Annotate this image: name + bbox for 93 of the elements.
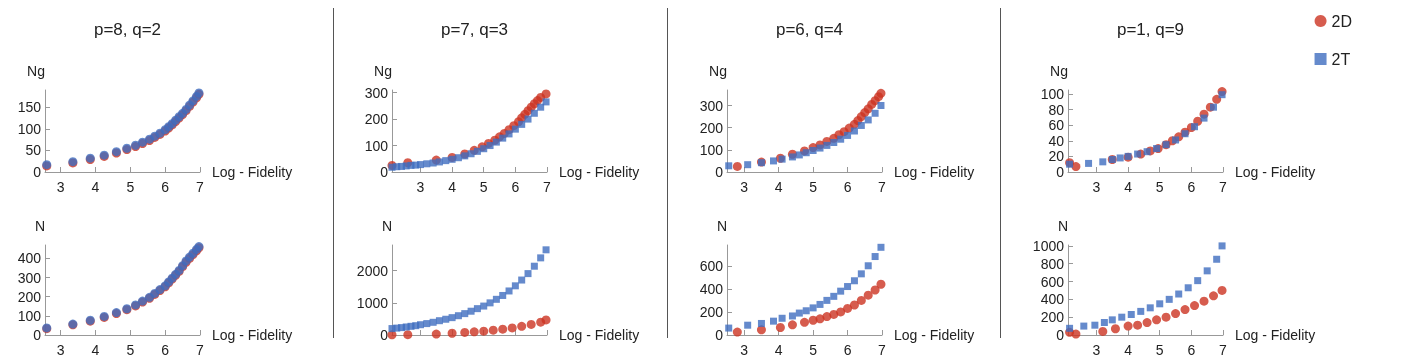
y-tick-label: 100 (17, 307, 42, 324)
y-tick-label: 0 (1056, 164, 1065, 180)
y-tick-label: 200 (364, 111, 389, 128)
y-tick-label: 100 (364, 137, 389, 154)
y-tick-label: 1000 (1032, 237, 1065, 254)
x-tick-label: 6 (1187, 342, 1196, 358)
x-axis-title: Log - Fidelity (894, 327, 975, 343)
x-tick-label: 4 (774, 179, 783, 195)
x-tick-label: 5 (126, 342, 135, 358)
x-axis-title: Log - Fidelity (1235, 164, 1316, 180)
x-tick-label: 4 (774, 342, 783, 358)
chart-title: p=1, q=9 (1116, 20, 1185, 39)
y-tick-label: 400 (17, 250, 42, 267)
x-tick-label: 7 (878, 179, 887, 195)
y-axis-title: Ng (709, 63, 727, 79)
y-tick-label: 80 (1048, 101, 1065, 118)
x-tick-label: 5 (1155, 179, 1164, 195)
y-tick-label: 100 (17, 120, 42, 137)
y-tick-label: 150 (17, 99, 42, 116)
x-tick-label: 7 (878, 342, 887, 358)
y-tick-label: 300 (17, 269, 42, 286)
x-tick-label: 5 (809, 342, 818, 358)
x-axis-title: Log - Fidelity (559, 327, 640, 343)
y-axis-title: N (34, 218, 45, 234)
legend-label: 2D (1331, 12, 1352, 30)
x-tick-label: 3 (56, 342, 65, 358)
y-tick-label: 40 (1048, 132, 1065, 149)
y-tick-label: 200 (17, 288, 42, 305)
y-tick-label: 0 (1056, 327, 1065, 343)
x-tick-label: 6 (161, 179, 170, 195)
y-tick-label: 2000 (356, 262, 389, 279)
x-axis-title: Log - Fidelity (212, 327, 293, 343)
y-tick-label: 600 (699, 257, 724, 274)
x-tick-label: 5 (126, 179, 135, 195)
y-tick-label: 1000 (356, 294, 389, 311)
y-tick-label: 0 (33, 327, 42, 343)
x-tick-label: 7 (196, 179, 205, 195)
y-tick-label: 100 (699, 141, 724, 158)
x-tick-label: 3 (740, 179, 749, 195)
chart-title: p=7, q=3 (440, 20, 509, 39)
x-tick-label: 7 (543, 179, 552, 195)
y-axis-title: N (716, 218, 727, 234)
x-tick-label: 5 (1155, 342, 1164, 358)
x-axis-title: Log - Fidelity (894, 164, 975, 180)
y-tick-label: 200 (699, 303, 724, 320)
y-axis-title: Ng (1050, 63, 1068, 79)
chart-title: p=6, q=4 (775, 20, 844, 39)
x-axis-title: Log - Fidelity (1235, 327, 1316, 343)
y-tick-label: 800 (1040, 255, 1065, 272)
y-tick-label: 0 (380, 327, 389, 343)
x-tick-label: 3 (56, 179, 65, 195)
y-axis-title: Ng (27, 63, 45, 79)
x-tick-label: 6 (1187, 179, 1196, 195)
y-tick-label: 400 (1040, 291, 1065, 308)
x-tick-label: 6 (843, 179, 852, 195)
legend-label: 2T (1331, 50, 1351, 68)
y-tick-label: 400 (699, 280, 724, 297)
x-tick-label: 4 (91, 342, 100, 358)
y-tick-label: 0 (715, 327, 724, 343)
y-axis-title: Ng (374, 63, 392, 79)
x-tick-label: 3 (1092, 342, 1101, 358)
y-tick-label: 20 (1048, 148, 1065, 165)
y-tick-label: 300 (364, 84, 389, 101)
x-tick-label: 6 (843, 342, 852, 358)
y-tick-label: 50 (25, 142, 42, 159)
y-tick-label: 0 (33, 164, 42, 180)
y-axis-title: N (1057, 218, 1068, 234)
x-tick-label: 3 (740, 342, 749, 358)
x-tick-label: 5 (479, 179, 488, 195)
y-tick-label: 300 (699, 97, 724, 114)
x-tick-label: 4 (1124, 342, 1133, 358)
x-tick-label: 7 (1219, 342, 1228, 358)
x-tick-label: 6 (161, 342, 170, 358)
x-tick-label: 3 (1092, 179, 1101, 195)
y-tick-label: 60 (1048, 117, 1065, 134)
x-tick-label: 5 (809, 179, 818, 195)
x-tick-label: 7 (196, 342, 205, 358)
y-tick-label: 100 (1040, 85, 1065, 102)
y-tick-label: 0 (715, 164, 724, 180)
x-tick-label: 4 (448, 179, 457, 195)
x-tick-label: 6 (511, 179, 520, 195)
x-axis-title: Log - Fidelity (212, 164, 293, 180)
y-tick-label: 0 (380, 164, 389, 180)
x-tick-label: 3 (416, 179, 425, 195)
y-tick-label: 200 (699, 119, 724, 136)
y-tick-label: 600 (1040, 273, 1065, 290)
y-tick-label: 200 (1040, 309, 1065, 326)
x-tick-label: 4 (1124, 179, 1133, 195)
x-tick-label: 4 (91, 179, 100, 195)
chart-title: p=8, q=2 (93, 20, 162, 39)
x-axis-title: Log - Fidelity (559, 164, 640, 180)
x-tick-label: 7 (1219, 179, 1228, 195)
y-axis-title: N (381, 218, 392, 234)
